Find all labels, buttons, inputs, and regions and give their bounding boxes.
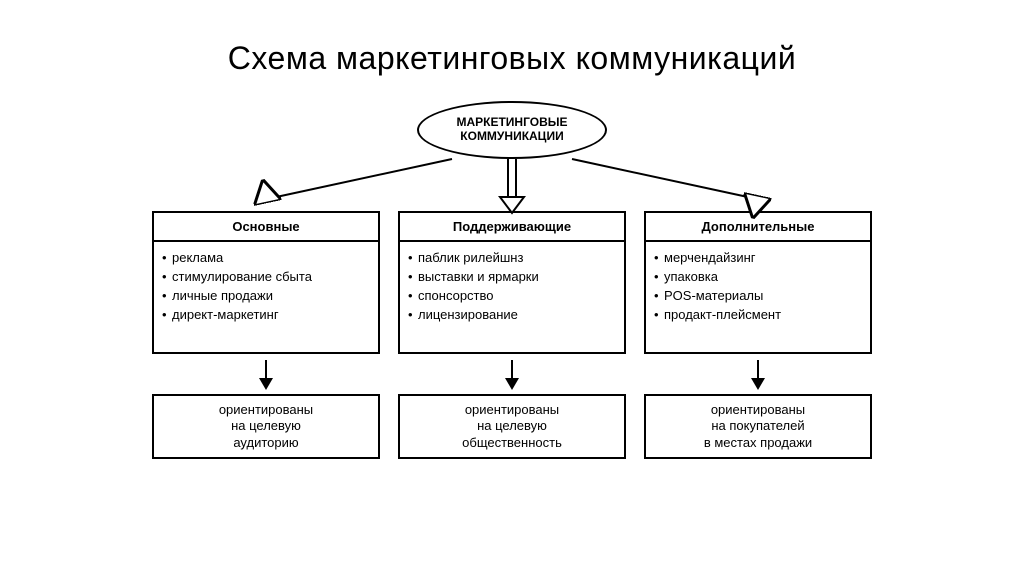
list-item: POS-материалы [652, 288, 862, 305]
branch-arrows [152, 151, 872, 221]
column-footer: ориентированы на целевую общественность [398, 394, 626, 459]
column-body: реклама стимулирование сбыта личные прод… [152, 242, 380, 354]
column-supporting: Поддерживающие паблик рилейшнз выставки … [398, 211, 626, 459]
column-footer: ориентированы на целевую аудиторию [152, 394, 380, 459]
column-body: мерчендайзинг упаковка POS-материалы про… [644, 242, 872, 354]
list-item: выставки и ярмарки [406, 269, 616, 286]
down-arrow [152, 354, 380, 394]
list-item: упаковка [652, 269, 862, 286]
list-item: реклама [160, 250, 370, 267]
list-item: стимулирование сбыта [160, 269, 370, 286]
down-arrow [398, 354, 626, 394]
column-footer: ориентированы на покупателей в местах пр… [644, 394, 872, 459]
list-item: личные продажи [160, 288, 370, 305]
root-node: МАРКЕТИНГОВЫЕ КОММУНИКАЦИИ [417, 101, 607, 159]
list-item: лицензирование [406, 307, 616, 324]
list-item: паблик рилейшнз [406, 250, 616, 267]
down-arrow [644, 354, 872, 394]
column-main: Основные реклама стимулирование сбыта ли… [152, 211, 380, 459]
root-label: МАРКЕТИНГОВЫЕ КОММУНИКАЦИИ [456, 116, 567, 144]
column-body: паблик рилейшнз выставки и ярмарки спонс… [398, 242, 626, 354]
list-item: продакт-плейсмент [652, 307, 862, 324]
column-additional: Дополнительные мерчендайзинг упаковка PO… [644, 211, 872, 459]
list-item: спонсорство [406, 288, 616, 305]
list-item: мерчендайзинг [652, 250, 862, 267]
list-item: директ-маркетинг [160, 307, 370, 324]
columns-row: Основные реклама стимулирование сбыта ли… [152, 211, 872, 459]
page-title: Схема маркетинговых коммуникаций [0, 0, 1024, 101]
